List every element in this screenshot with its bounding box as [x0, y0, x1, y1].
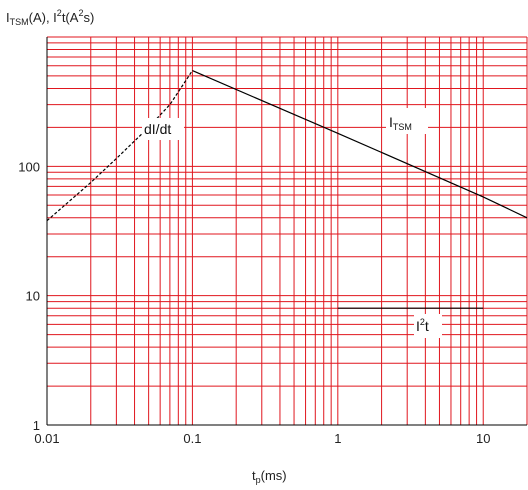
- didt-label: dI/dt: [144, 121, 171, 137]
- x-tick-label: 0.01: [34, 431, 59, 446]
- series-line-didt: [46, 70, 193, 222]
- tick-labels: 0.01 0.1 1 10 1 10 100: [18, 159, 490, 446]
- i2t-label: I2t: [416, 317, 429, 334]
- y-axis-label: ITSM(A), I2t(A2s): [6, 8, 94, 27]
- series-line-itsm: [192, 70, 528, 219]
- x-tick-label: 0.1: [183, 431, 201, 446]
- y-tick-label: 100: [18, 159, 40, 174]
- series-lines: [46, 70, 528, 309]
- didt-label-bg: [142, 118, 184, 140]
- grid: [46, 36, 528, 426]
- x-axis-label: tp(ms): [252, 468, 287, 485]
- i2t-label-bg: [414, 314, 442, 338]
- y-tick-label: 10: [26, 289, 40, 304]
- x-tick-label: 1: [334, 431, 341, 446]
- x-tick-label: 10: [476, 431, 490, 446]
- y-tick-label: 1: [33, 418, 40, 433]
- itsm-label-bg: [386, 108, 428, 134]
- itsm-label: ITSM: [389, 114, 412, 132]
